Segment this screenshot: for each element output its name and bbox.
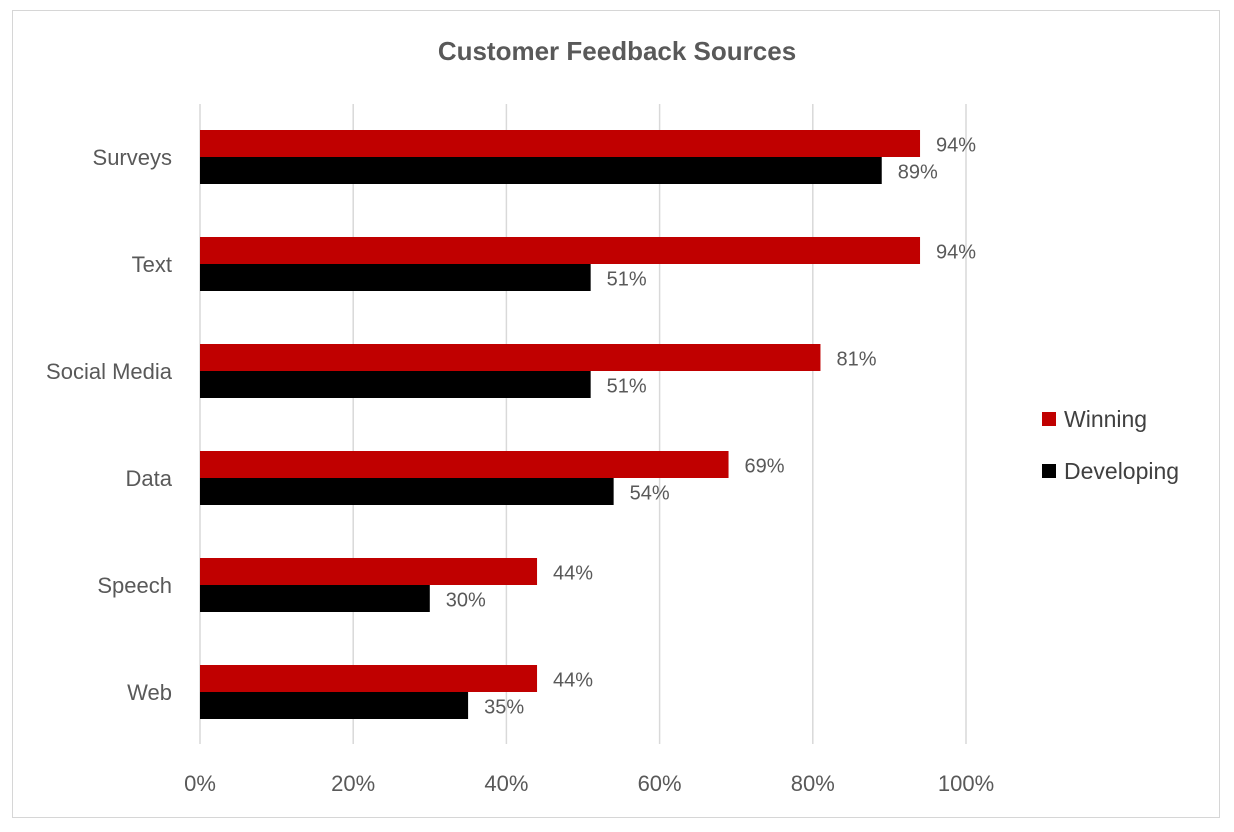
x-tick-label: 60% [638,771,682,796]
data-label: 44% [553,670,593,692]
y-category-label: Speech [97,573,172,598]
bar-winning [200,237,921,264]
legend-item-developing: Developing [1042,456,1179,486]
data-label: 89% [898,162,938,184]
y-category-label: Web [127,680,172,705]
x-tick-label: 40% [484,771,528,796]
data-label: 51% [607,376,647,398]
bar-winning [200,451,729,478]
y-category-label: Surveys [93,145,172,170]
data-label: 35% [484,697,524,719]
y-category-label: Social Media [46,359,173,384]
x-tick-label: 80% [791,771,835,796]
data-label: 44% [553,563,593,585]
data-label: 30% [446,590,486,612]
chart-title: Customer Feedback Sources [437,36,797,66]
x-tick-label: 0% [184,771,216,796]
bar-developing [200,264,591,291]
data-label: 94% [936,242,976,264]
x-tick-label: 100% [938,771,994,796]
data-label: 94% [936,135,976,157]
bar-developing [200,692,469,719]
legend-label-developing: Developing [1064,457,1180,484]
data-label: 54% [630,483,670,505]
legend-item-winning: Winning [1042,404,1179,434]
legend-swatch-developing [1042,464,1056,478]
y-category-label: Data [126,466,173,491]
legend-swatch-winning [1042,412,1056,426]
bar-developing [200,478,614,505]
bar-developing [200,157,882,184]
bar-developing [200,585,430,612]
data-label: 69% [745,456,785,478]
y-category-label: Text [132,252,172,277]
bar-winning [200,665,538,692]
chart-legend: Winning Developing [1042,404,1179,508]
data-label: 81% [836,349,876,371]
bar-winning [200,558,538,585]
legend-label-winning: Winning [1064,405,1148,432]
bar-developing [200,371,591,398]
bar-winning [200,130,921,157]
x-tick-label: 20% [331,771,375,796]
bar-winning [200,344,821,371]
data-label: 51% [607,269,647,291]
